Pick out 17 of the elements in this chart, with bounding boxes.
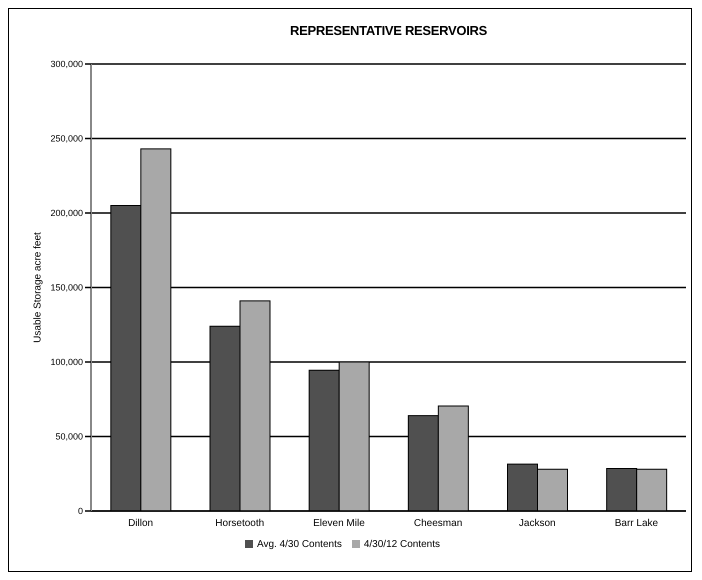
- y-tick-label: 50,000: [55, 432, 83, 442]
- legend-label: Avg. 4/30 Contents: [256, 539, 342, 550]
- y-tick-label: 300,000: [50, 59, 83, 70]
- x-tick-label: Barr Lake: [614, 518, 659, 530]
- x-tick-label: Eleven Mile: [313, 518, 366, 530]
- chart-title: REPRESENTATIVE RESERVOIRS: [289, 23, 488, 38]
- y-tick-label: 100,000: [50, 357, 83, 368]
- x-tick-label: Horsetooth: [215, 518, 264, 530]
- x-tick-label: Cheesman: [414, 518, 462, 530]
- x-tick-label: Dillon: [128, 518, 154, 530]
- legend-label: 4/30/12 Contents: [364, 539, 440, 550]
- x-tick-label: Jackson: [518, 518, 556, 530]
- y-tick-label: 0: [78, 506, 83, 516]
- y-tick-label: 200,000: [50, 208, 83, 218]
- y-axis-title: Usable Storage acre feet: [32, 232, 44, 343]
- y-tick-label: 150,000: [50, 282, 83, 293]
- y-tick-label: 250,000: [50, 134, 83, 144]
